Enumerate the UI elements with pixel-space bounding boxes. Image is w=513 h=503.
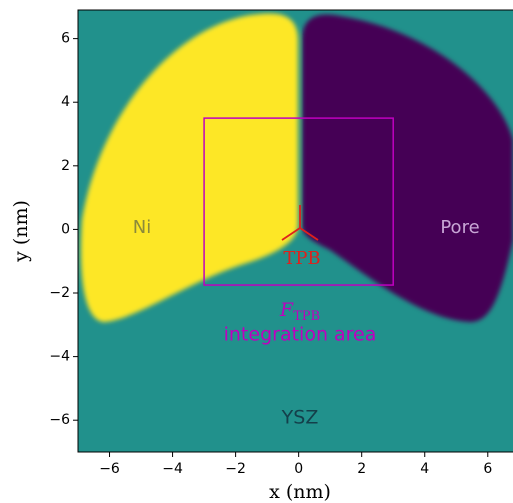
x-tick-label: −2	[225, 461, 246, 477]
y-tick-label: 6	[61, 31, 70, 47]
x-tick-label: 6	[483, 461, 492, 477]
ni-region	[80, 13, 298, 323]
y-tick-label: 2	[61, 158, 70, 174]
integration-area	[203, 117, 394, 286]
region-label: Pore	[440, 217, 479, 238]
x-tick-label: −6	[99, 461, 120, 477]
y-tick-label: 0	[61, 221, 70, 237]
y-tick-label: −4	[49, 349, 70, 365]
x-tick-label: −4	[162, 461, 183, 477]
y-axis-label: y (nm)	[10, 200, 32, 263]
tpb-label: TPB	[283, 248, 320, 269]
tpb-marker	[281, 205, 319, 241]
x-tick-label: 0	[294, 461, 303, 477]
plot-frame	[77, 9, 513, 453]
y-tick-label: 4	[61, 94, 70, 110]
pore-region	[302, 14, 513, 323]
subscript: TPB	[293, 309, 320, 324]
y-tick-label: −6	[49, 412, 70, 428]
integration-caption: integration area	[224, 324, 377, 346]
x-axis-label: x (nm)	[269, 481, 331, 503]
y-tick-label: −2	[49, 285, 70, 301]
region-label: Ni	[133, 217, 151, 238]
integration-symbol: FTPB	[279, 299, 320, 324]
matrix-label: YSZ	[281, 407, 319, 429]
symbol: F	[279, 299, 294, 321]
x-tick-label: 2	[357, 461, 366, 477]
x-tick-label: 4	[420, 461, 429, 477]
